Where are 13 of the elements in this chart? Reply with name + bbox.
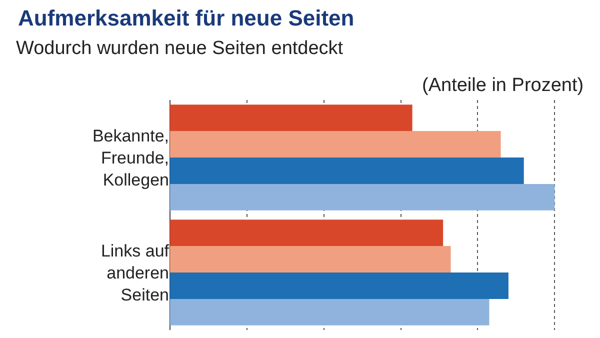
y-tick-label: Bekannte, Freunde, Kollegen [92,126,169,190]
bar [170,184,555,210]
chart-title: Aufmerksamkeit für neue Seiten [18,6,354,31]
text: (Anteile in Prozent) [422,75,584,96]
bar [170,272,508,299]
bar [170,104,412,132]
chart-subtitle: Wodurch wurden neue Seiten entdeckt [16,38,344,59]
bar [170,298,490,326]
bar [170,158,524,184]
bar [170,220,444,246]
bar [170,246,451,272]
bar [170,131,501,158]
y-tick-label: Links auf anderen Seiten [100,241,170,305]
